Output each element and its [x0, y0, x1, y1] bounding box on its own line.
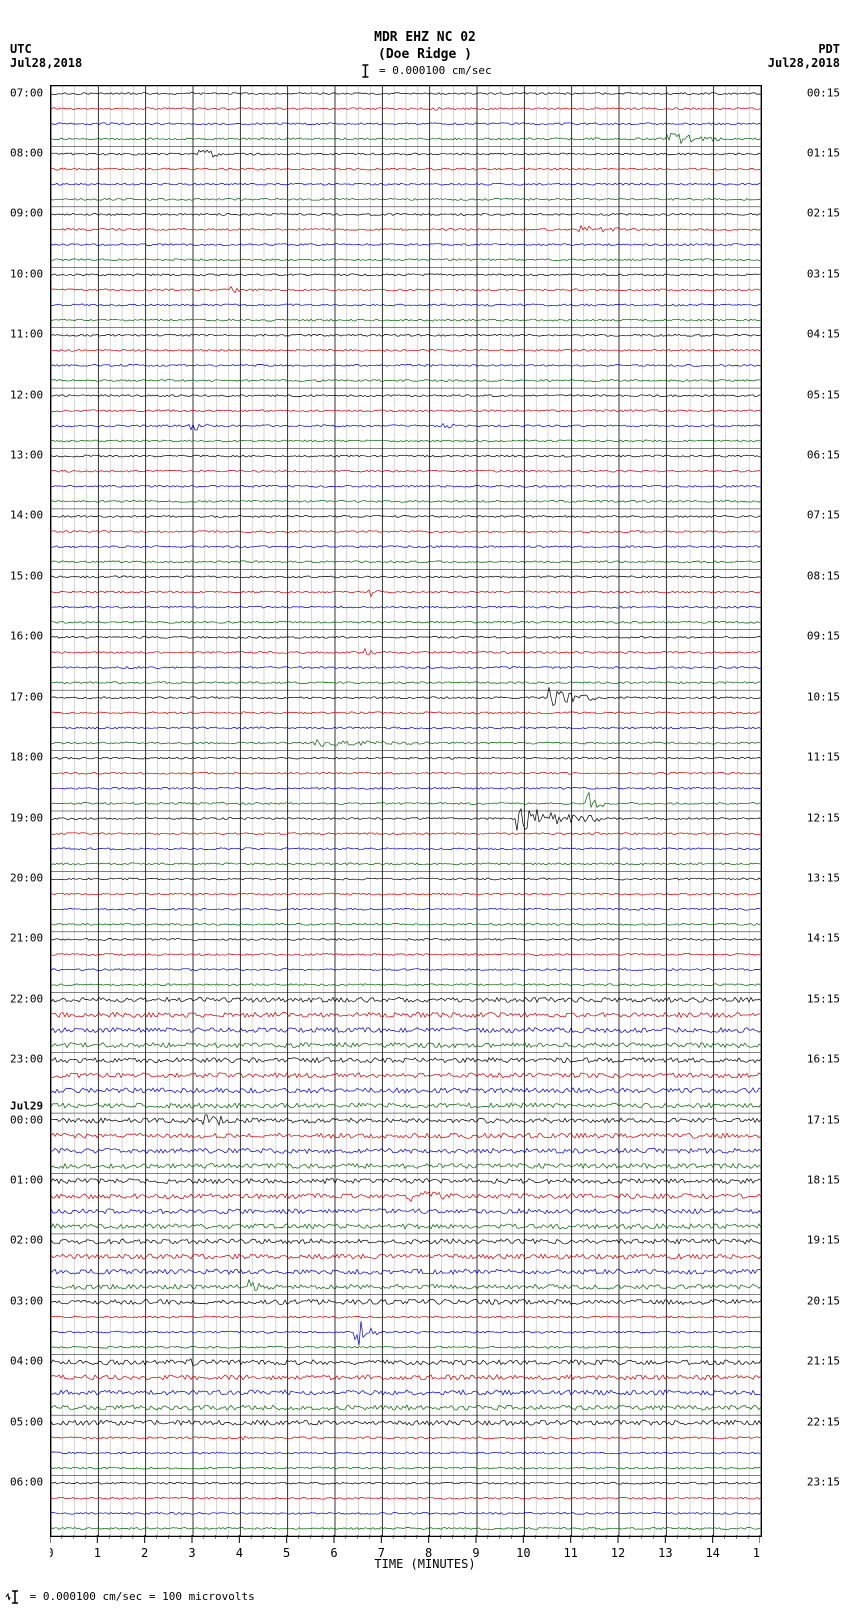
hour-label-left: 22:00	[10, 992, 43, 1005]
hour-label-right: 21:15	[807, 1355, 840, 1368]
header: MDR EHZ NC 02 (Doe Ridge )	[0, 30, 850, 64]
hour-label-right: 10:15	[807, 690, 840, 703]
hour-label-left: 19:00	[10, 811, 43, 824]
hour-label-right: 23:15	[807, 1476, 840, 1489]
hour-label-left: 08:00	[10, 146, 43, 159]
hour-label-right: 22:15	[807, 1415, 840, 1428]
hour-label-right: 06:15	[807, 449, 840, 462]
footer-text: = 0.000100 cm/sec = 100 microvolts	[30, 1590, 255, 1603]
hour-label-left: 18:00	[10, 751, 43, 764]
hour-label-right: 00:15	[807, 86, 840, 99]
hour-label-left: 01:00	[10, 1174, 43, 1187]
hour-label-right: 09:15	[807, 630, 840, 643]
hour-label-right: 01:15	[807, 146, 840, 159]
hour-label-left: 11:00	[10, 328, 43, 341]
hour-label-right: 13:15	[807, 871, 840, 884]
x-axis-label: TIME (MINUTES)	[0, 1557, 850, 1571]
station-location: (Doe Ridge )	[0, 47, 850, 64]
scale-indicator: = 0.000100 cm/sec	[358, 64, 491, 78]
hour-label-right: 07:15	[807, 509, 840, 522]
hour-label-left: 17:00	[10, 690, 43, 703]
hour-label-right: 17:15	[807, 1113, 840, 1126]
hour-label-right: 15:15	[807, 992, 840, 1005]
hour-label-right: 16:15	[807, 1053, 840, 1066]
helicorder-plot	[50, 85, 762, 1537]
hour-label-left: 03:00	[10, 1294, 43, 1307]
hour-label-right: 14:15	[807, 932, 840, 945]
hour-label-left: 16:00	[10, 630, 43, 643]
hour-label-right: 19:15	[807, 1234, 840, 1247]
scale-text: = 0.000100 cm/sec	[379, 64, 492, 77]
tz-right: PDT Jul28,2018	[768, 42, 840, 70]
hour-label-right: 02:15	[807, 207, 840, 220]
hour-label-left: 00:00	[10, 1113, 43, 1126]
hour-label-left: 05:00	[10, 1415, 43, 1428]
hour-label-right: 08:15	[807, 569, 840, 582]
hour-label-right: 03:15	[807, 267, 840, 280]
hour-label-right: 12:15	[807, 811, 840, 824]
hour-label-left: 09:00	[10, 207, 43, 220]
hour-label-left: 15:00	[10, 569, 43, 582]
day2-label: Jul29	[10, 1099, 43, 1112]
hour-label-right: 05:15	[807, 388, 840, 401]
hour-label-left: 20:00	[10, 871, 43, 884]
hour-label-left: 07:00	[10, 86, 43, 99]
hour-label-right: 18:15	[807, 1174, 840, 1187]
hour-label-right: 11:15	[807, 751, 840, 764]
hour-label-right: 20:15	[807, 1294, 840, 1307]
hour-label-right: 04:15	[807, 328, 840, 341]
tz-right-label: PDT	[768, 42, 840, 56]
hour-label-left: 23:00	[10, 1053, 43, 1066]
hour-label-left: 12:00	[10, 388, 43, 401]
hour-label-left: 10:00	[10, 267, 43, 280]
hour-label-left: 04:00	[10, 1355, 43, 1368]
hour-label-left: 13:00	[10, 449, 43, 462]
hour-label-left: 21:00	[10, 932, 43, 945]
station-id: MDR EHZ NC 02	[0, 30, 850, 47]
footer-scale: = 0.000100 cm/sec = 100 microvolts	[5, 1590, 255, 1604]
seismogram-container: UTC Jul28,2018 MDR EHZ NC 02 (Doe Ridge …	[0, 0, 850, 1613]
tz-right-date: Jul28,2018	[768, 56, 840, 70]
hour-label-left: 14:00	[10, 509, 43, 522]
hour-label-left: 06:00	[10, 1476, 43, 1489]
hour-label-left: 02:00	[10, 1234, 43, 1247]
